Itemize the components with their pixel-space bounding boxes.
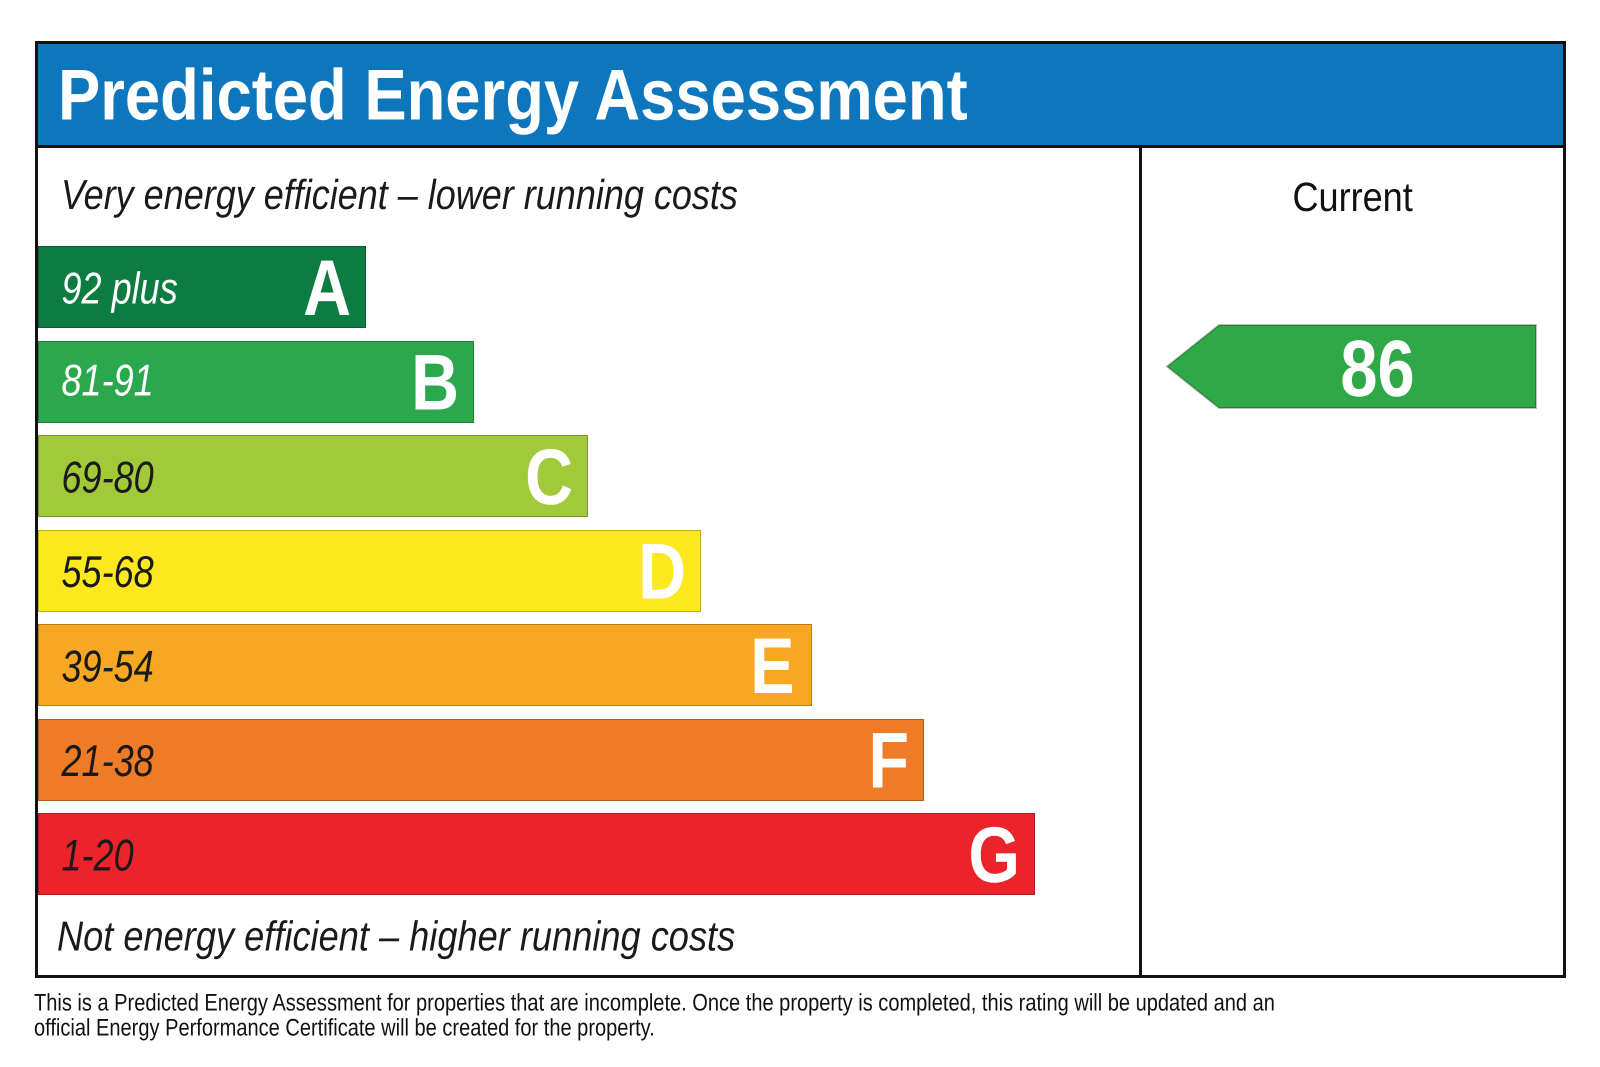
svg-text:E: E <box>750 621 794 710</box>
svg-text:55-68: 55-68 <box>62 548 154 597</box>
svg-text:Predicted Energy Assessment: Predicted Energy Assessment <box>58 56 968 136</box>
svg-text:21-38: 21-38 <box>61 737 154 786</box>
svg-text:86: 86 <box>1340 324 1414 413</box>
svg-text:This is a Predicted Energy Ass: This is a Predicted Energy Assessment fo… <box>34 989 1275 1016</box>
svg-text:F: F <box>868 715 909 804</box>
svg-text:39-54: 39-54 <box>62 643 154 692</box>
svg-text:A: A <box>303 243 351 332</box>
svg-text:Very energy efficient – lower: Very energy efficient – lower running co… <box>61 171 738 218</box>
svg-text:Not energy efficient – higher: Not energy efficient – higher running co… <box>57 913 735 960</box>
svg-text:D: D <box>638 526 686 615</box>
svg-text:81-91: 81-91 <box>62 357 154 406</box>
svg-text:92 plus: 92 plus <box>62 265 178 314</box>
svg-text:B: B <box>411 337 459 426</box>
svg-text:Current: Current <box>1292 174 1413 220</box>
svg-text:1-20: 1-20 <box>62 832 134 881</box>
svg-text:official Energy Performance Ce: official Energy Performance Certificate … <box>34 1015 655 1042</box>
svg-text:69-80: 69-80 <box>62 454 154 503</box>
svg-text:G: G <box>968 810 1020 899</box>
svg-text:C: C <box>525 432 573 521</box>
